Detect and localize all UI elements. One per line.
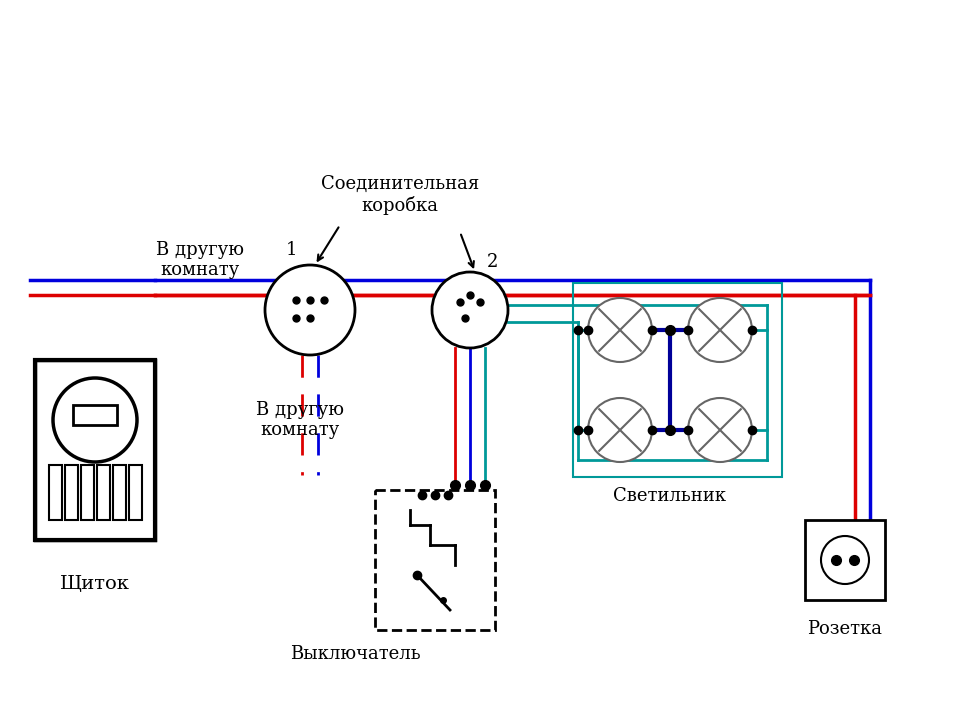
Bar: [573, 283, 782, 477]
Bar: [35, 360, 155, 540]
Bar: [49, 465, 61, 520]
Text: Светильник: Светильник: [613, 487, 727, 505]
Circle shape: [53, 378, 137, 462]
Bar: [97, 465, 109, 520]
Circle shape: [588, 398, 652, 462]
Bar: [81, 465, 93, 520]
Circle shape: [688, 398, 752, 462]
Bar: [73, 405, 117, 425]
Text: 1: 1: [286, 241, 298, 259]
Text: В другую
комнату: В другую комнату: [156, 240, 244, 279]
Circle shape: [432, 272, 508, 348]
Bar: [112, 465, 126, 520]
Text: Выключатель: Выключатель: [290, 645, 420, 663]
Bar: [805, 520, 885, 600]
Text: Соединительная
коробка: Соединительная коробка: [321, 175, 479, 215]
Circle shape: [588, 298, 652, 362]
Circle shape: [688, 298, 752, 362]
Circle shape: [265, 265, 355, 355]
Bar: [35, 360, 155, 540]
Text: Щиток: Щиток: [60, 575, 130, 593]
Text: В другую
комнату: В другую комнату: [256, 400, 344, 439]
Bar: [375, 490, 495, 630]
Text: Розетка: Розетка: [807, 620, 882, 638]
Text: 2: 2: [487, 253, 497, 271]
Circle shape: [821, 536, 869, 584]
Bar: [64, 465, 78, 520]
Bar: [129, 465, 141, 520]
